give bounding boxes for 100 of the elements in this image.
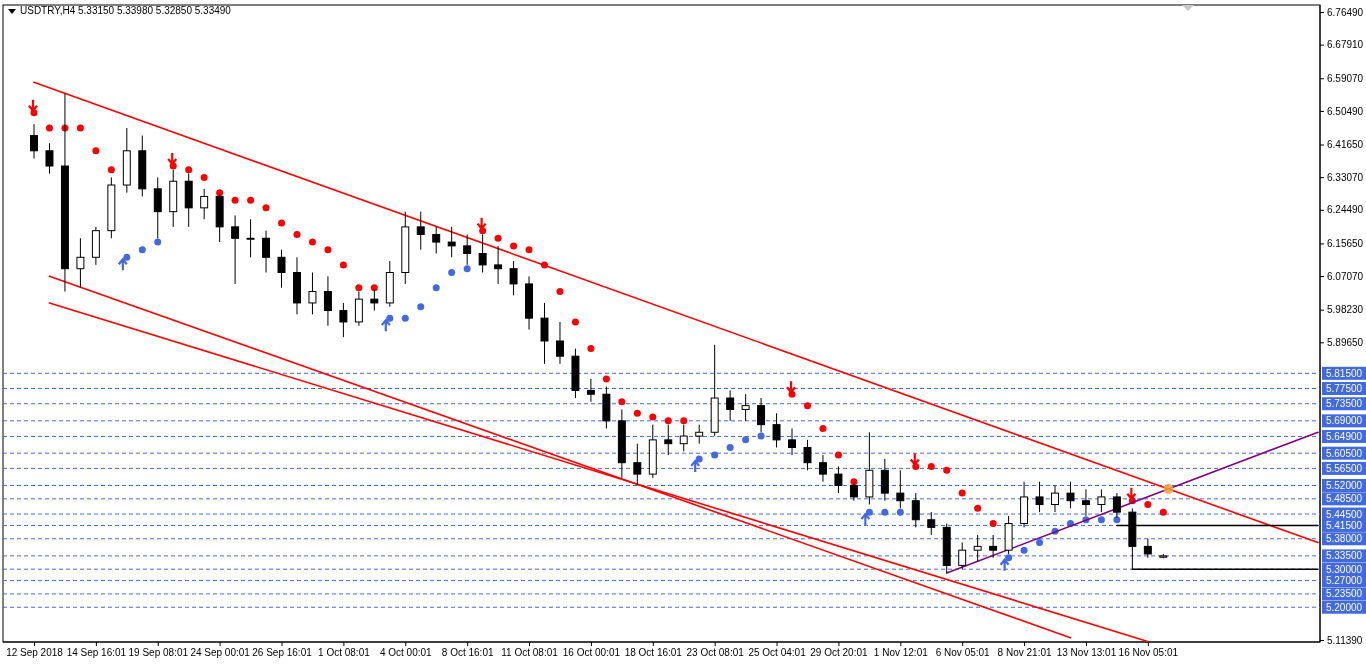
point [448, 269, 456, 277]
x-tick-label: 16 Oct 00:01 [562, 647, 621, 659]
point [819, 424, 827, 432]
point [726, 443, 734, 451]
candlestick [664, 424, 673, 456]
candlestick [416, 211, 425, 251]
candlestick [927, 511, 936, 536]
point [339, 261, 347, 269]
point [123, 253, 131, 261]
y-tick-label: 6.59070 [1327, 72, 1364, 84]
point [138, 246, 146, 254]
ref-line-label: 5.60500 [1325, 447, 1363, 459]
candlestick [30, 123, 38, 159]
point [803, 402, 811, 410]
candlestick [339, 302, 348, 338]
candlestick [834, 466, 843, 494]
x-tick-label: 18 Oct 16:01 [624, 647, 683, 659]
point [649, 413, 657, 421]
point [587, 345, 595, 353]
candlestick [76, 237, 85, 289]
point [896, 508, 904, 516]
point [185, 166, 193, 174]
candlestick [726, 389, 735, 422]
x-tick-label: 8 Oct 16:01 [441, 647, 494, 659]
candlestick [1051, 485, 1059, 513]
candlestick [695, 424, 704, 445]
ref-line-label: 5.30000 [1325, 563, 1363, 575]
ref-line-label: 5.77500 [1325, 383, 1363, 395]
point [989, 520, 997, 528]
point [850, 478, 858, 486]
point [865, 508, 873, 516]
point [525, 246, 533, 254]
ref-line-label: 5.44500 [1325, 508, 1363, 520]
candlestick [880, 458, 889, 502]
point [216, 189, 224, 197]
candlestick [757, 397, 766, 433]
x-tick-label: 24 Sep 00:01 [190, 647, 251, 659]
point [293, 230, 301, 238]
y-tick-label: 6.24490 [1327, 204, 1364, 216]
candlestick [973, 534, 982, 563]
ref-line-label: 5.81500 [1325, 367, 1363, 379]
candlestick [741, 393, 750, 422]
y-tick-label: 5.11390 [1327, 634, 1363, 646]
candlestick [633, 443, 642, 487]
point [401, 314, 409, 322]
candlestick [540, 302, 549, 365]
point [1005, 554, 1013, 562]
x-tick-label: 29 Oct 20:01 [810, 647, 868, 659]
candlestick [1066, 481, 1075, 509]
y-tick-label: 6.07070 [1327, 270, 1364, 282]
point [602, 375, 610, 383]
candlestick [788, 427, 796, 456]
point [742, 436, 750, 444]
point [510, 242, 518, 250]
y-tick-label: 6.67910 [1327, 39, 1364, 51]
point [154, 238, 162, 246]
point [1020, 546, 1028, 554]
x-tick-label: 12 Sep 2018 [6, 647, 64, 659]
ref-line-label: 5.73500 [1325, 398, 1363, 410]
point [1159, 508, 1167, 516]
candlestick [432, 226, 441, 254]
x-tick-label: 1 Nov 12:01 [873, 647, 929, 659]
chart-title: USDTRY,H4 5.33150 5.33980 5.32850 5.33490 [20, 5, 232, 16]
candlestick [494, 245, 503, 285]
candlestick [989, 534, 998, 559]
candlestick [323, 275, 332, 327]
point [231, 196, 239, 204]
point [927, 463, 935, 470]
point [633, 409, 641, 417]
candlestick [153, 176, 162, 239]
candlestick [308, 272, 317, 315]
x-tick-label: 26 Sep 16:01 [252, 647, 313, 659]
point [695, 455, 703, 463]
x-tick-label: 14 Sep 16:01 [66, 647, 127, 659]
x-tick-label: 25 Oct 04:01 [748, 647, 807, 659]
candlestick [509, 260, 518, 296]
candlestick [1035, 481, 1044, 513]
y-tick-label: 6.50490 [1327, 105, 1364, 117]
point [1144, 501, 1152, 509]
x-tick-label: 11 Oct 08:01 [501, 647, 559, 659]
ref-line-label: 5.38000 [1325, 533, 1363, 545]
point [1036, 539, 1044, 547]
candlestick [1097, 488, 1106, 513]
point [494, 234, 502, 242]
x-tick-label: 16 Nov 05:01 [1118, 647, 1179, 659]
point [618, 398, 626, 406]
candlestick [246, 218, 255, 258]
point [943, 466, 951, 474]
candlestick [958, 542, 967, 570]
y-tick-label: 6.15650 [1327, 238, 1364, 250]
point [881, 508, 889, 516]
point [355, 284, 363, 292]
point [680, 417, 688, 425]
ref-line-label: 5.69000 [1325, 415, 1363, 427]
point [417, 303, 425, 311]
candlestick [262, 230, 271, 274]
candlestick [556, 321, 564, 365]
point [76, 124, 84, 132]
y-tick-label: 5.98230 [1327, 304, 1364, 316]
point [278, 219, 286, 227]
